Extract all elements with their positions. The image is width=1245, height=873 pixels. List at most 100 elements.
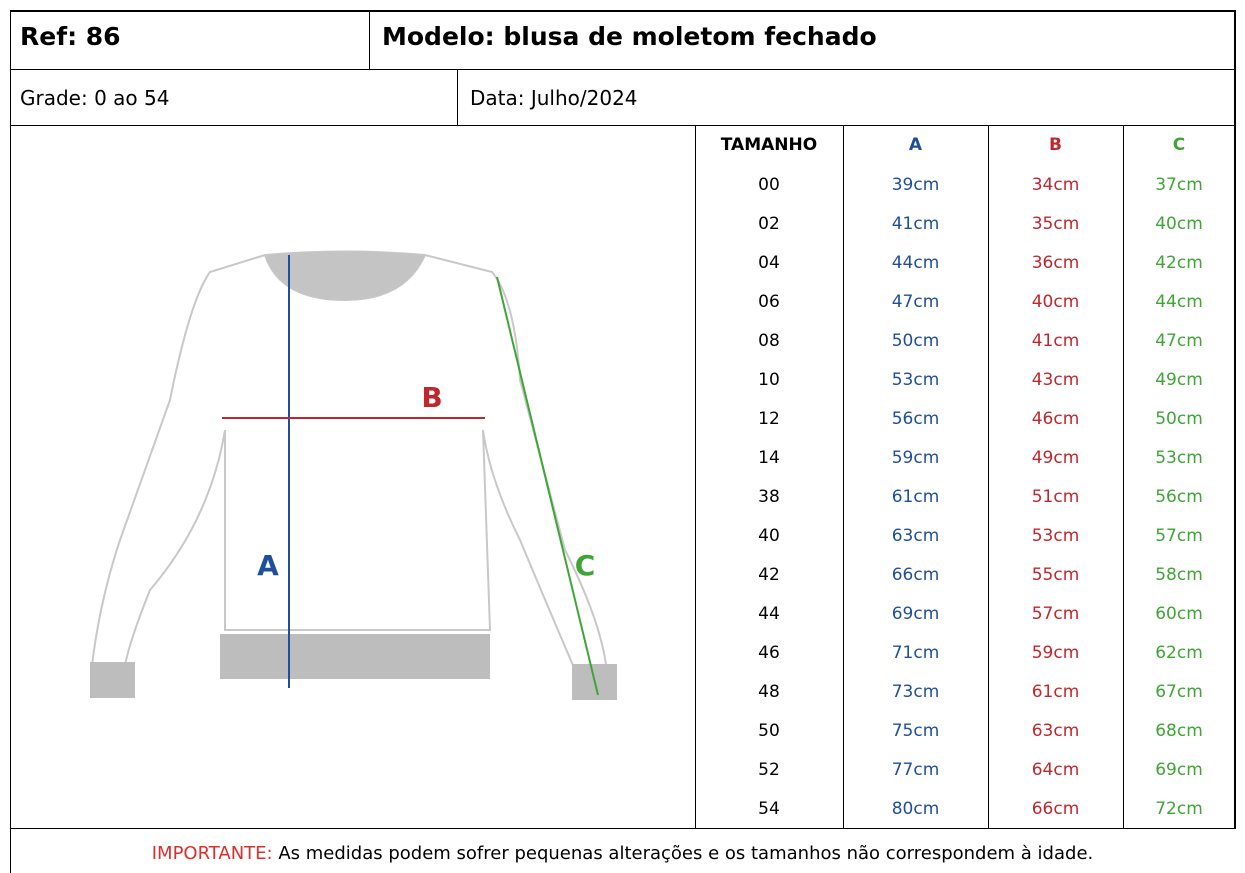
measure-cell: 61cm bbox=[1031, 681, 1080, 702]
measure-cell: 37cm bbox=[1155, 174, 1203, 195]
size-cell: 08 bbox=[758, 330, 780, 351]
size-cell: 38 bbox=[758, 486, 780, 507]
sweater-diagram: A B C bbox=[90, 250, 617, 700]
measure-cell: 44cm bbox=[1155, 291, 1203, 312]
label-a: A bbox=[257, 549, 279, 582]
label-b: B bbox=[421, 381, 442, 414]
border bbox=[10, 125, 1236, 126]
border bbox=[10, 10, 1236, 12]
measure-cell: 44cm bbox=[891, 252, 940, 273]
measure-cell: 69cm bbox=[1155, 759, 1203, 780]
measure-cell: 41cm bbox=[1031, 330, 1080, 351]
size-cell: 46 bbox=[758, 642, 780, 663]
measure-cell: 47cm bbox=[891, 291, 940, 312]
border bbox=[988, 125, 989, 829]
border bbox=[695, 125, 696, 829]
border bbox=[369, 10, 370, 70]
size-cell: 14 bbox=[758, 447, 780, 468]
note: IMPORTANTE: As medidas podem sofrer pequ… bbox=[0, 843, 1245, 864]
border bbox=[1123, 125, 1124, 829]
measure-cell: 35cm bbox=[1031, 213, 1080, 234]
measure-cell: 59cm bbox=[891, 447, 940, 468]
size-cell: 10 bbox=[758, 369, 780, 390]
size-cell: 50 bbox=[758, 720, 780, 741]
measure-cell: 77cm bbox=[891, 759, 940, 780]
measure-cell: 53cm bbox=[1031, 525, 1080, 546]
size-cell: 04 bbox=[758, 252, 780, 273]
measure-cell: 56cm bbox=[891, 408, 940, 429]
measure-cell: 34cm bbox=[1031, 174, 1080, 195]
measure-cell: 73cm bbox=[891, 681, 940, 702]
measure-cell: 42cm bbox=[1155, 252, 1203, 273]
measure-cell: 66cm bbox=[891, 564, 940, 585]
measure-cell: 60cm bbox=[1155, 603, 1203, 624]
grade: Grade: 0 ao 54 bbox=[20, 86, 170, 110]
label-c: C bbox=[575, 549, 596, 582]
size-cell: 00 bbox=[758, 174, 780, 195]
size-cell: 54 bbox=[758, 798, 780, 819]
measure-cell: 56cm bbox=[1155, 486, 1203, 507]
measure-cell: 68cm bbox=[1155, 720, 1203, 741]
measure-cell: 67cm bbox=[1155, 681, 1203, 702]
measure-cell: 57cm bbox=[1031, 603, 1080, 624]
measure-cell: 61cm bbox=[891, 486, 940, 507]
measure-cell: 51cm bbox=[1031, 486, 1080, 507]
sweater-outline bbox=[90, 250, 608, 672]
column-header: A bbox=[908, 135, 923, 155]
border bbox=[10, 10, 11, 873]
measure-cell: 50cm bbox=[1155, 408, 1203, 429]
border bbox=[1234, 10, 1236, 829]
measure-cell: 47cm bbox=[1155, 330, 1203, 351]
border bbox=[10, 828, 1236, 829]
measure-cell: 49cm bbox=[1155, 369, 1203, 390]
measure-cell: 55cm bbox=[1031, 564, 1080, 585]
column-header: B bbox=[1049, 135, 1062, 155]
note-label: IMPORTANTE: bbox=[151, 843, 273, 864]
measure-cell: 36cm bbox=[1031, 252, 1080, 273]
measure-cell: 63cm bbox=[1031, 720, 1080, 741]
measure-cell: 63cm bbox=[891, 525, 940, 546]
measure-cell: 72cm bbox=[1155, 798, 1203, 819]
measure-cell: 50cm bbox=[891, 330, 940, 351]
model: Modelo: blusa de moletom fechado bbox=[382, 22, 877, 51]
size-cell: 40 bbox=[758, 525, 780, 546]
measure-cell: 40cm bbox=[1155, 213, 1203, 234]
measure-cell: 59cm bbox=[1031, 642, 1080, 663]
size-cell: 02 bbox=[758, 213, 780, 234]
measure-cell: 41cm bbox=[891, 213, 940, 234]
collar bbox=[265, 251, 425, 300]
ref: Ref: 86 bbox=[20, 22, 121, 51]
size-cell: 52 bbox=[758, 759, 780, 780]
measure-cell: 49cm bbox=[1031, 447, 1080, 468]
size-cell: 06 bbox=[758, 291, 780, 312]
column-header: TAMANHO bbox=[720, 135, 818, 155]
note-text: As medidas podem sofrer pequenas alteraç… bbox=[278, 843, 1094, 864]
measure-cell: 75cm bbox=[891, 720, 940, 741]
border bbox=[10, 69, 1236, 70]
measure-cell: 53cm bbox=[1155, 447, 1203, 468]
date: Data: Julho/2024 bbox=[470, 86, 638, 110]
measure-cell: 69cm bbox=[891, 603, 940, 624]
measure-cell: 66cm bbox=[1031, 798, 1080, 819]
measure-cell: 53cm bbox=[891, 369, 940, 390]
measure-cell: 80cm bbox=[891, 798, 940, 819]
measure-c bbox=[496, 276, 599, 696]
measure-cell: 71cm bbox=[891, 642, 940, 663]
size-cell: 48 bbox=[758, 681, 780, 702]
measure-cell: 43cm bbox=[1031, 369, 1080, 390]
border bbox=[843, 125, 844, 829]
measure-cell: 62cm bbox=[1155, 642, 1203, 663]
measure-cell: 39cm bbox=[891, 174, 940, 195]
cuff bbox=[90, 662, 135, 698]
measure-cell: 64cm bbox=[1031, 759, 1080, 780]
column-header: C bbox=[1172, 135, 1186, 155]
measure-cell: 58cm bbox=[1155, 564, 1203, 585]
size-cell: 12 bbox=[758, 408, 780, 429]
waistband bbox=[220, 634, 490, 679]
size-cell: 44 bbox=[758, 603, 780, 624]
border bbox=[457, 69, 458, 126]
measure-cell: 46cm bbox=[1031, 408, 1080, 429]
measure-cell: 57cm bbox=[1155, 525, 1203, 546]
size-cell: 42 bbox=[758, 564, 780, 585]
